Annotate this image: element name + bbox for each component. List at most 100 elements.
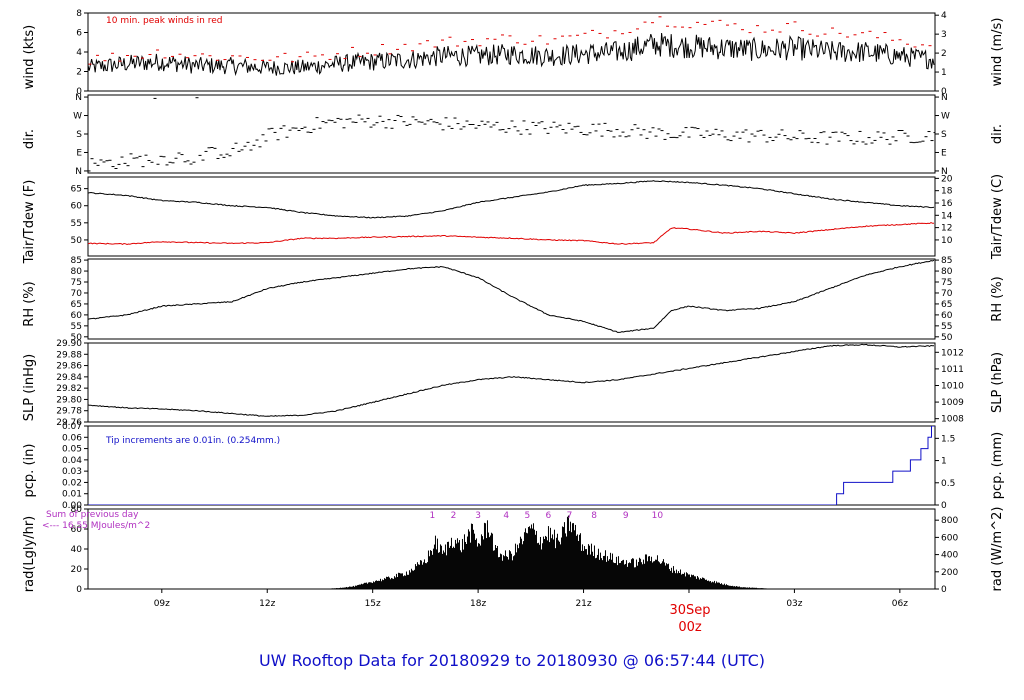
tick-label-left: E [76,148,82,158]
tick-label-left: 29.84 [56,373,82,383]
y-axis-label: Tair/Tdew (F) [22,180,37,265]
hour-marker-label: 4 [503,511,509,521]
tick-label-left: 2 [76,68,82,78]
tick-label-right: 10 [941,236,953,246]
tick-label-right: 12 [941,224,952,234]
tick-label-right: 16 [941,199,953,209]
tick-label-left: 0.01 [62,490,82,500]
tick-label-right: 1011 [941,365,964,375]
tick-label-left: 0 [76,585,82,595]
tick-label-left: N [75,167,82,177]
tick-label-right: 1010 [941,381,964,391]
tick-label-right: 2 [941,49,947,59]
tick-label-right: 60 [941,311,953,321]
tick-label-right: 400 [941,551,958,561]
plot-area-slp [88,343,934,417]
tick-label-left: 65 [71,185,82,195]
plot-area-rad [323,515,777,589]
plot-area-pcp [88,426,935,505]
series-slp-0 [88,343,934,417]
series-temp-1 [88,222,934,246]
date-marker-hour: 00z [678,620,702,635]
tick-label-right: 75 [941,278,952,288]
x-axis: 09z 12z 15z 18z 21z 03z 06z [154,589,908,609]
series-temp-0 [88,180,935,219]
tick-label-right: N [941,167,948,177]
tick-label-left: 65 [71,300,82,310]
tick-label-left: 60 [71,525,83,535]
y-axis-label-right: dir. [990,124,1005,144]
tick-label-right: 1 [941,457,947,467]
tick-label-left: 20 [71,565,83,575]
tick-label-left: 0.06 [62,433,82,443]
y-axis-label: dir. [22,129,37,149]
y-axis-label-right: Tair/Tdew (C) [990,174,1005,260]
x-tick-label: 18z [470,599,486,609]
tick-label-left: 55 [71,322,82,332]
date-marker-day: 30Sep [669,603,710,618]
tick-label-right: 14 [941,211,953,221]
hour-marker-label: 3 [475,511,481,521]
panel-frame-rh [87,258,936,340]
tick-label-right: 70 [941,289,953,299]
y-axis-label-right: RH (%) [990,276,1005,321]
y-axis-label: pcp. (in) [22,444,37,498]
tick-label-right: 800 [941,516,958,526]
tick-label-left: 29.82 [56,384,82,394]
tick-label-left: 29.76 [56,418,82,428]
panel-pcp: 0.000.01 0.020.030.040.05 0.060.07 0 0.5 1 1.5… [22,422,1005,511]
hour-marker-label: 7 [567,511,573,521]
tick-label-left: S [76,130,82,140]
tick-label-left: 50 [71,236,83,246]
tick-label-right: W [941,112,950,122]
tick-label-left: 29.86 [56,362,82,372]
plot-area-wind [88,16,935,77]
hour-marker-label: 8 [591,511,597,521]
tick-label-left: 70 [71,289,83,299]
tick-label-right: 1 [941,68,947,78]
y-axis-label: RH (%) [22,281,37,326]
tick-label-left: 55 [71,219,82,229]
panel-frame-dir [87,94,936,174]
tick-label-left: 29.78 [56,407,82,417]
tick-label-left: 29.88 [56,350,82,360]
y-axis-label-right: pcp. (mm) [990,432,1005,499]
tick-label-left: 4 [76,48,82,58]
tick-label-left: 29.80 [56,395,82,405]
x-tick-label: 12z [259,599,275,609]
tick-label-left: 40 [71,545,83,555]
tick-label-left: 85 [71,256,82,266]
tick-label-right: 85 [941,256,952,266]
tick-label-right: 0 [941,585,947,595]
series-rh-0 [88,259,935,333]
y-axis-label-right: wind (m/s) [990,18,1005,87]
tick-label-right: E [941,148,947,158]
tick-label-left: 60 [71,202,83,212]
tick-label-right: 20 [941,174,953,184]
tick-label-right: 3 [941,30,947,40]
tick-label-left: 0.07 [62,422,82,432]
x-tick-label: 03z [786,599,802,609]
y-axis-label: wind (kts) [22,25,37,89]
tick-label-right: N [941,93,948,103]
tick-label-left: 0.05 [62,445,82,455]
y-axis-label: SLP (inHg) [22,354,37,422]
tick-label-left: 0.00 [62,501,82,511]
panel-annotation: Tip increments are 0.01in. (0.254mm.) [105,436,280,446]
tick-label-left: N [75,93,82,103]
tick-label-left: 0.04 [62,456,82,466]
tick-label-left: 50 [71,333,83,343]
tick-label-right: 0 [941,501,947,511]
hour-marker-label: 10 [652,511,664,521]
x-tick-label: 21z [575,599,591,609]
panel-frame-temp [87,176,936,257]
hour-marker-label: 5 [524,511,530,521]
x-tick-label: 09z [154,599,170,609]
tick-label-right: 1008 [941,415,964,425]
y-axis-label: rad(Lgly/hr) [22,516,37,592]
hour-marker-label: 2 [451,511,457,521]
tick-label-right: 80 [941,267,953,277]
y-axis-label-right: rad (W/m^2) [990,507,1005,592]
